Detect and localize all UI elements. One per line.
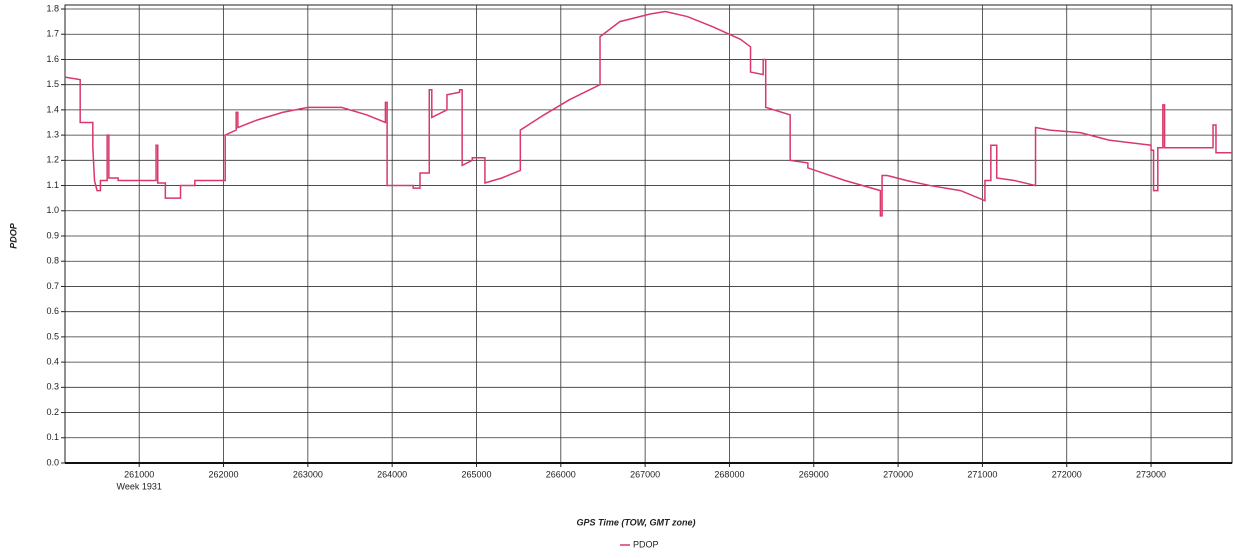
- x-tick-label: 262000: [208, 469, 238, 479]
- x-tick-label: 269000: [799, 469, 829, 479]
- y-tick-label: 1.5: [46, 79, 59, 89]
- y-tick-label: 0.9: [46, 230, 59, 240]
- x-tick-label: 265000: [461, 469, 491, 479]
- y-tick-label: 1.6: [46, 54, 59, 64]
- x-tick-label: 270000: [883, 469, 913, 479]
- y-tick-label: 0.4: [46, 356, 59, 366]
- y-tick-label: 0.0: [46, 457, 59, 467]
- x-axis-title: GPS Time (TOW, GMT zone): [576, 517, 695, 527]
- x-tick-label: 267000: [630, 469, 660, 479]
- y-tick-label: 0.6: [46, 306, 59, 316]
- y-tick-label: 0.3: [46, 382, 59, 392]
- y-tick-label: 1.7: [46, 29, 59, 39]
- data-line: [64, 10, 1232, 217]
- week-annotation: Week 1931: [117, 481, 162, 491]
- y-tick-label: 1.0: [46, 205, 59, 215]
- y-axis-title: PDOP: [8, 222, 18, 249]
- x-tick-label: 261000: [124, 469, 154, 479]
- y-tick-label: 0.7: [46, 281, 59, 291]
- y-tick-label: 1.4: [46, 104, 59, 114]
- x-tick-label: 268000: [714, 469, 744, 479]
- y-tick-label: 1.1: [46, 180, 59, 190]
- x-tick-label: 272000: [1052, 469, 1082, 479]
- y-tick-label: 0.1: [46, 432, 59, 442]
- y-tick-label: 0.8: [46, 256, 59, 266]
- x-tick-label: 264000: [377, 469, 407, 479]
- plot-area: [64, 4, 1233, 464]
- legend-label: PDOP: [633, 539, 659, 549]
- y-tick-label: 0.5: [46, 331, 59, 341]
- x-tick-label: 266000: [546, 469, 576, 479]
- y-tick-label: 1.3: [46, 129, 59, 139]
- x-tick-label: 263000: [293, 469, 323, 479]
- x-tick-label: 273000: [1136, 469, 1166, 479]
- y-tick-label: 1.8: [46, 3, 59, 13]
- x-tick-label: 271000: [967, 469, 997, 479]
- y-tick-label: 1.2: [46, 155, 59, 165]
- y-tick-label: 0.2: [46, 407, 59, 417]
